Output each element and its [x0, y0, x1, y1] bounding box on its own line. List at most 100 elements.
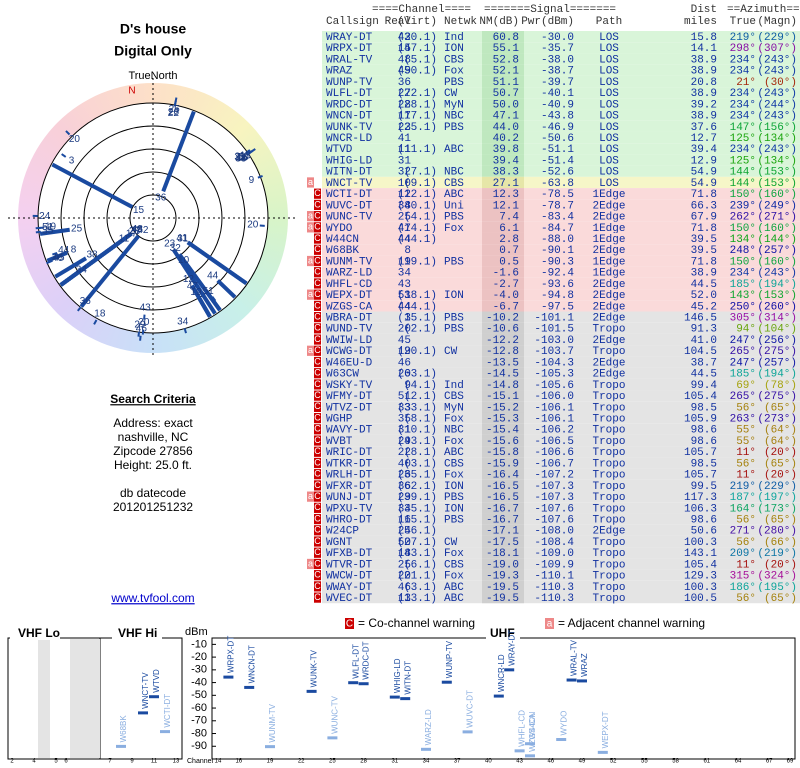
cell: 39.5	[691, 234, 717, 246]
flag-box	[307, 222, 314, 233]
row-flag: C	[314, 446, 321, 456]
cell: WRAY-DT	[326, 32, 373, 44]
nm-cell-bg	[482, 75, 524, 88]
flag-box	[314, 502, 321, 513]
cell: 94°	[736, 324, 756, 336]
cell: 185°	[730, 369, 756, 381]
cell: Tropo	[592, 503, 625, 515]
cell: CBS	[444, 391, 464, 403]
subtitle: Digital Only	[114, 43, 192, 59]
cell: 99.5	[691, 481, 717, 493]
cell: 27	[398, 88, 411, 100]
row-bg	[322, 547, 800, 559]
polar-label: 10	[178, 255, 190, 266]
nm-cell-bg	[482, 188, 524, 200]
cell: WWIW-LD	[326, 335, 373, 347]
signal-bar	[327, 736, 338, 740]
nm-cell-bg	[482, 468, 524, 480]
cell: WNCT-TV	[326, 178, 373, 190]
polar-ray	[187, 241, 248, 286]
cell: -106.1	[534, 402, 574, 414]
cell: (38.1)	[397, 290, 437, 302]
cell: -103.7	[534, 346, 574, 358]
nm-cell-bg	[482, 491, 524, 503]
cell: ABC	[444, 593, 464, 605]
legend-text: = Co-channel warning	[358, 616, 475, 630]
y-tick-label: -90	[191, 740, 207, 752]
row-bg	[322, 457, 800, 469]
cell: (153°)	[757, 178, 797, 190]
cell: 105.7	[684, 447, 717, 459]
band-label: UHF	[490, 626, 515, 640]
polar-label: 40	[236, 153, 248, 164]
cell: 71.8	[691, 223, 717, 235]
cell: PBS	[444, 77, 464, 89]
signal-bar	[358, 682, 369, 686]
cell: (12.1)	[397, 189, 437, 201]
polar-ray	[71, 273, 77, 278]
cell: -107.3	[534, 481, 574, 493]
row-bg	[322, 513, 800, 525]
cell: 19	[398, 346, 411, 358]
cell: 14.1	[691, 43, 718, 55]
row-bg	[322, 535, 800, 548]
cell: 150°	[730, 256, 756, 268]
polar-label: 51	[42, 222, 54, 233]
cell: WUVC-DT	[326, 200, 373, 212]
cell: -38.0	[541, 54, 574, 66]
signal-bar	[493, 694, 504, 698]
group-header: =======Signal=======	[484, 4, 616, 16]
column-header: (Virt)	[397, 16, 437, 28]
cell: (13.1)	[397, 593, 437, 605]
x-tick-label: 11	[151, 759, 158, 765]
cell: (153°)	[757, 167, 797, 179]
cell: WEPX-DT	[326, 290, 373, 302]
cell: (21.1)	[397, 571, 437, 583]
x-tick-label: 52	[610, 759, 617, 765]
cell: (229°)	[757, 32, 797, 44]
cell: (257°)	[757, 245, 797, 257]
cell: 39.8	[493, 144, 519, 156]
site-link[interactable]: www.tvfool.com	[110, 591, 194, 605]
cell: 1Edge	[592, 223, 625, 235]
cell: WARZ-LD	[326, 268, 373, 280]
cell: (275°)	[757, 346, 797, 358]
cell: Tropo	[592, 582, 625, 594]
signal-label: WUNP-TV	[445, 640, 454, 678]
cell: WAVY-DT	[326, 425, 373, 437]
cell: (33.1)	[397, 402, 437, 414]
cell: (104°)	[757, 324, 797, 336]
row-bg	[322, 333, 800, 346]
flag-box	[314, 480, 321, 491]
cell: -90.1	[541, 245, 574, 257]
nm-cell-bg	[482, 300, 524, 312]
nm-cell-bg	[482, 390, 524, 402]
nm-cell-bg	[482, 434, 524, 447]
cell: -19.0	[486, 559, 519, 571]
row-flag: C	[314, 502, 321, 512]
row-flag: a	[308, 491, 313, 501]
nm-cell-bg	[482, 558, 524, 570]
cell: WITN-DT	[326, 167, 373, 179]
cell: 35	[398, 413, 411, 425]
cell: (314°)	[757, 313, 797, 325]
cell: (19.1)	[397, 256, 437, 268]
cell: CBS	[444, 178, 464, 190]
cell: -106.0	[534, 391, 574, 403]
cell: -105.6	[534, 380, 574, 392]
row-flag: C	[314, 570, 321, 580]
flag-box	[314, 435, 321, 446]
cell: (160°)	[757, 223, 797, 235]
x-tick-label: 28	[360, 759, 367, 765]
polar-label: 29	[134, 319, 146, 330]
signal-bar	[462, 730, 473, 734]
cell: Tropo	[592, 447, 625, 459]
cell: LOS	[599, 155, 619, 167]
cell: 12.1	[493, 200, 520, 212]
cell: -35.7	[541, 43, 574, 55]
cell: -109.9	[534, 559, 574, 571]
gap-band	[38, 639, 50, 758]
flag-box	[314, 356, 321, 368]
signal-bar	[525, 754, 535, 758]
cell: (47.1)	[397, 43, 437, 55]
